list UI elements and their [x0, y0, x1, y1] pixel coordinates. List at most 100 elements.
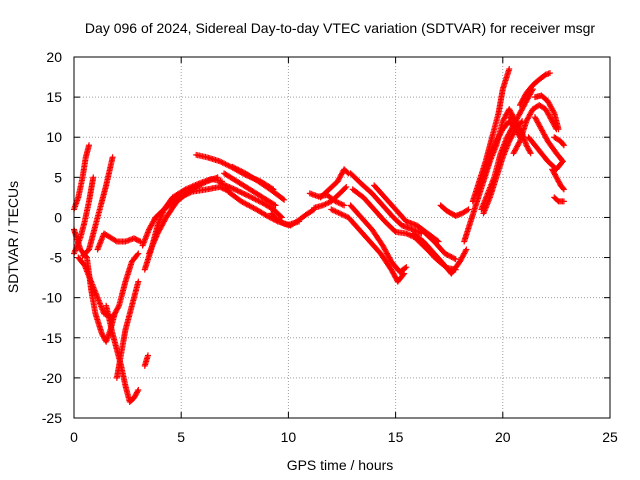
data-point [233, 187, 240, 194]
data-point [555, 126, 562, 133]
data-series [94, 230, 144, 253]
data-series [347, 202, 410, 275]
data-series [531, 114, 566, 165]
y-tick-label: -20 [42, 370, 62, 386]
plot-frame [73, 56, 611, 419]
data-point [134, 388, 141, 395]
data-series [146, 174, 221, 257]
y-tick-labels: -25 -20 -15 -10 -5 0 5 10 15 20 [42, 49, 62, 426]
data-point [462, 247, 469, 254]
data-point [546, 70, 553, 77]
y-tick-label: 10 [46, 129, 62, 145]
x-tick-label: 20 [495, 429, 511, 445]
data-series [551, 194, 567, 205]
x-tick-label: 25 [602, 429, 618, 445]
data-series [531, 92, 562, 133]
data-point [134, 251, 141, 258]
data-point [402, 264, 409, 271]
data-point [560, 186, 567, 193]
data-point [277, 213, 284, 220]
x-tick-label: 5 [177, 429, 185, 445]
data-point [343, 183, 350, 190]
data-point [559, 158, 566, 165]
data-point [341, 202, 348, 209]
data-series [418, 226, 459, 263]
data-point [516, 139, 523, 146]
data-point [279, 195, 286, 202]
y-tick-label: 0 [54, 209, 62, 225]
data-series [347, 170, 425, 237]
data-point [391, 227, 398, 234]
data-point [452, 256, 459, 263]
data-point [344, 169, 351, 176]
data-series [75, 250, 142, 321]
data-series [469, 66, 513, 205]
data-point [245, 192, 252, 199]
data-series [216, 179, 285, 221]
data-series [71, 142, 93, 213]
data-series [549, 166, 567, 193]
data-point [136, 237, 143, 244]
data-point [135, 278, 142, 285]
x-tick-label: 0 [70, 429, 78, 445]
y-tick-label: -25 [42, 410, 62, 426]
data-point [560, 142, 567, 149]
data-point [464, 207, 471, 214]
y-tick-label: 20 [46, 49, 62, 65]
data-point [112, 237, 119, 244]
data-point [242, 191, 249, 198]
data-points [71, 66, 567, 405]
data-point [238, 189, 245, 196]
data-point [244, 192, 251, 199]
data-point [560, 141, 567, 148]
data-series [328, 206, 408, 285]
data-point [214, 174, 221, 181]
y-tick-label: -15 [42, 330, 62, 346]
data-point [281, 196, 288, 203]
data-point [506, 66, 513, 73]
data-point [135, 250, 142, 257]
y-tick-label: -5 [50, 250, 63, 266]
data-point [442, 264, 449, 271]
data-series [79, 154, 116, 259]
data-point [560, 185, 567, 192]
data-series [141, 352, 151, 369]
data-point [550, 108, 557, 115]
data-series [229, 163, 288, 203]
data-point [558, 157, 565, 164]
data-point [239, 190, 246, 197]
data-point [465, 206, 472, 213]
data-series [409, 230, 470, 277]
data-point [526, 148, 533, 155]
x-axis-label: GPS time / hours [287, 457, 394, 473]
data-series [221, 170, 279, 209]
y-axis-label: SDTVAR / TECUs [5, 181, 21, 293]
data-point [527, 150, 534, 157]
x-tick-label: 10 [281, 429, 297, 445]
data-series [113, 278, 142, 381]
y-tick-label: -10 [42, 290, 62, 306]
data-series [516, 70, 553, 109]
data-point [452, 266, 459, 273]
data-series [317, 166, 352, 201]
y-tick-label: 15 [46, 89, 62, 105]
data-point [463, 246, 470, 253]
data-point [272, 202, 279, 209]
data-point [400, 271, 407, 278]
data-point [231, 186, 238, 193]
data-point [237, 188, 244, 195]
data-series [306, 190, 348, 209]
data-point [144, 352, 151, 359]
data-point [90, 174, 97, 181]
data-series [525, 134, 566, 173]
data-point [234, 187, 241, 194]
data-point [109, 154, 116, 161]
data-point [115, 304, 122, 311]
data-point [560, 198, 567, 205]
data-series [411, 234, 459, 273]
data-series [311, 183, 350, 211]
chart-title: Day 096 of 2024, Sidereal Day-to-day VTE… [85, 20, 595, 36]
data-series [349, 186, 418, 241]
x-tick-labels: 0 5 10 15 20 25 [70, 429, 618, 445]
